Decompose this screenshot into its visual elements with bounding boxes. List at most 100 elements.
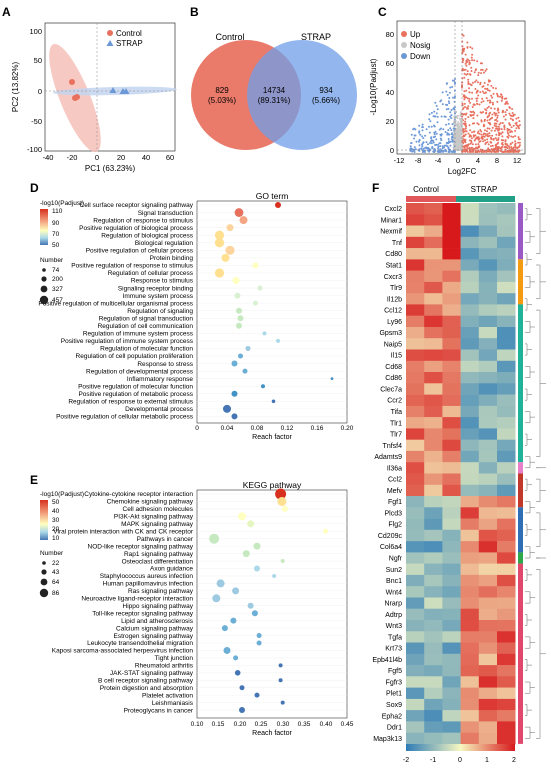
volcano-point xyxy=(486,107,489,109)
heatmap-cell xyxy=(478,653,498,666)
volcano-point xyxy=(500,147,503,150)
volcano-point xyxy=(484,108,487,111)
heatmap-cell xyxy=(424,653,443,666)
volcano-point xyxy=(496,100,499,103)
volcano-point xyxy=(501,111,504,114)
kegg-term-label: Toll-like receptor signaling pathway xyxy=(92,610,194,617)
volcano-points xyxy=(409,33,521,153)
volcano-point xyxy=(494,114,497,117)
volcano-point xyxy=(445,123,448,126)
volcano-point xyxy=(449,115,452,118)
go-term-label: Positive regulation of molecular functio… xyxy=(78,383,193,390)
pca-ytick: -50 xyxy=(31,117,42,126)
volcano-point xyxy=(464,117,467,120)
heatmap-cell xyxy=(424,665,443,677)
heatmap-cell xyxy=(424,203,443,215)
volcano-point xyxy=(486,150,489,152)
heatmap-cell xyxy=(424,293,443,305)
volcano-point xyxy=(463,69,466,71)
volcano-point xyxy=(422,150,425,153)
volcano-point xyxy=(497,138,500,141)
heatmap-cell xyxy=(460,608,480,621)
volcano-point xyxy=(503,124,506,127)
volcano-point xyxy=(448,102,451,105)
heatmap-cell xyxy=(478,327,498,339)
go-term-label: Signaling receptor binding xyxy=(118,285,194,292)
volcano-point xyxy=(494,137,497,140)
volcano-point xyxy=(492,150,495,153)
volcano-point xyxy=(452,107,455,110)
heatmap-cell xyxy=(497,450,516,463)
heatmap-dendrogram xyxy=(525,208,546,739)
volcano-point xyxy=(465,96,468,99)
volcano-point xyxy=(447,107,450,110)
volcano-point xyxy=(500,142,503,145)
volcano-point xyxy=(464,141,467,144)
heatmap-group-control: Control xyxy=(413,185,439,194)
heatmap-cell xyxy=(442,327,461,339)
heatmap-cell xyxy=(478,462,498,474)
volcano-point xyxy=(466,70,469,73)
heatmap-cell xyxy=(406,417,425,429)
kegg-size-value: 22 xyxy=(52,560,60,567)
heatmap-cell xyxy=(442,586,461,598)
heatmap-cell xyxy=(442,428,461,440)
volcano-point xyxy=(471,53,474,56)
volcano-point xyxy=(505,109,508,111)
volcano-point xyxy=(418,139,421,142)
volcano-point xyxy=(445,144,448,147)
volcano-point xyxy=(517,136,520,139)
go-term-label: Positive regulation of multicellular org… xyxy=(38,300,193,307)
heatmap-cell xyxy=(497,214,516,226)
volcano-point xyxy=(433,115,436,118)
heatmap-cell xyxy=(442,450,461,463)
volcano-point xyxy=(506,100,508,103)
volcano-point xyxy=(461,77,464,80)
heatmap-cell xyxy=(460,484,480,497)
volcano-ytick: 40 xyxy=(386,88,394,97)
heatmap-cell xyxy=(442,597,461,610)
kegg-frame xyxy=(196,489,348,719)
heatmap-cell xyxy=(424,620,443,632)
volcano-point xyxy=(476,60,479,63)
volcano-point xyxy=(476,102,478,105)
heatmap-cell xyxy=(478,518,498,531)
heatmap-gene-label: Fgf5 xyxy=(388,668,402,675)
volcano-point xyxy=(496,116,499,119)
kegg-colorbar-tick: 40 xyxy=(52,508,60,515)
volcano-point xyxy=(477,94,480,97)
volcano-point xyxy=(497,137,500,140)
heatmap-cell xyxy=(460,360,480,373)
heatmap-cell xyxy=(478,574,498,587)
volcano-point xyxy=(479,91,482,94)
kegg-bubble xyxy=(280,559,285,564)
heatmap-cell xyxy=(460,439,480,452)
volcano-point xyxy=(466,151,469,153)
volcano-point xyxy=(504,103,507,105)
volcano-point xyxy=(511,130,513,133)
heatmap-gene-label: Sox9 xyxy=(386,702,402,709)
volcano-point xyxy=(420,147,423,150)
volcano-point xyxy=(433,125,436,128)
go-bubble xyxy=(252,262,259,269)
kegg-bubble xyxy=(251,610,258,617)
go-bubble xyxy=(231,390,238,397)
volcano-point xyxy=(515,127,518,130)
heatmap-gene-label: Tnfsf4 xyxy=(383,443,403,450)
volcano-point xyxy=(510,135,513,138)
heatmap-cell xyxy=(497,439,516,452)
heatmap-cell xyxy=(478,698,498,711)
volcano-point xyxy=(467,143,470,146)
heatmap-cell xyxy=(406,507,425,519)
volcano-point xyxy=(497,125,500,128)
heatmap-cell xyxy=(442,281,461,294)
heatmap-cell xyxy=(406,676,425,688)
kegg-bubble xyxy=(281,505,288,512)
kegg-bubble xyxy=(242,550,250,558)
volcano-point xyxy=(508,106,511,109)
heatmap-cell xyxy=(442,259,461,271)
kegg-bubble xyxy=(280,700,285,705)
volcano-point xyxy=(481,150,484,153)
volcano-point xyxy=(469,83,472,86)
volcano-point xyxy=(421,143,424,146)
